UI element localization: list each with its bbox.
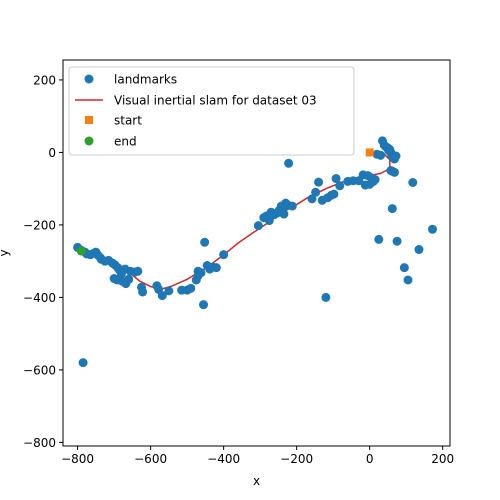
landmark-point: [399, 263, 409, 273]
end-marker: [76, 246, 86, 256]
x-axis-ticks: −800 −600 −400 −200 0 200: [61, 446, 454, 466]
landmark-point: [314, 177, 324, 187]
landmark-point: [196, 268, 206, 278]
y-tick-label: 0: [48, 146, 56, 160]
landmark-point: [199, 300, 209, 310]
landmark-point: [78, 358, 88, 368]
legend-end-marker: [84, 136, 94, 146]
legend-start-marker: [85, 116, 93, 124]
landmark-point: [391, 151, 401, 161]
landmark-point: [335, 181, 345, 191]
y-axis-label: y: [0, 249, 11, 256]
landmark-point: [133, 266, 143, 276]
legend-landmarks-label: landmarks: [114, 73, 177, 87]
landmark-point: [164, 286, 174, 296]
y-axis-ticks: 200 0 −200 −400 −600 −800: [23, 73, 63, 450]
y-tick-label: −400: [23, 291, 56, 305]
legend-start-label: start: [114, 114, 142, 128]
landmark-point: [287, 201, 297, 211]
legend-end-label: end: [114, 135, 137, 149]
y-tick-label: −200: [23, 218, 56, 232]
landmark-point: [279, 209, 289, 219]
landmark-point: [390, 167, 400, 177]
x-axis-label: x: [253, 474, 260, 488]
landmark-point: [414, 245, 424, 255]
landmark-point: [311, 187, 321, 197]
landmark-point: [284, 158, 294, 168]
landmark-point: [392, 236, 402, 246]
axes-frame: [62, 59, 451, 447]
x-tick-label: −400: [207, 452, 240, 466]
x-tick-label: −200: [280, 452, 313, 466]
start-marker: [365, 148, 374, 157]
landmark-point: [427, 224, 437, 234]
y-tick-label: −800: [23, 436, 56, 450]
landmark-point: [387, 204, 397, 214]
legend: landmarks Visual inertial slam for datas…: [68, 66, 355, 156]
landmark-point: [370, 175, 380, 185]
landmark-point: [124, 274, 134, 284]
x-tick-label: −800: [61, 452, 94, 466]
landmark-point: [186, 283, 196, 293]
landmark-point: [403, 275, 413, 285]
y-tick-label: −600: [23, 363, 56, 377]
plot-area: [73, 136, 437, 368]
y-tick-label: 200: [33, 73, 56, 87]
landmark-point: [219, 250, 229, 260]
landmark-point: [211, 263, 221, 273]
x-tick-label: 0: [366, 452, 374, 466]
x-tick-label: −600: [134, 452, 167, 466]
landmark-point: [329, 189, 339, 199]
landmark-point: [138, 287, 148, 297]
x-tick-label: 200: [431, 452, 454, 466]
landmark-point: [253, 221, 263, 231]
landmark-point: [157, 291, 167, 301]
landmark-point: [200, 237, 210, 247]
legend-trajectory-label: Visual inertial slam for dataset 03: [114, 94, 317, 108]
landmark-point: [331, 174, 341, 184]
landmark-point: [374, 234, 384, 244]
legend-landmarks-marker: [84, 74, 94, 84]
landmark-point: [408, 178, 418, 188]
landmark-point: [321, 292, 331, 302]
landmark-point: [376, 150, 386, 160]
legend-frame: [68, 66, 355, 156]
